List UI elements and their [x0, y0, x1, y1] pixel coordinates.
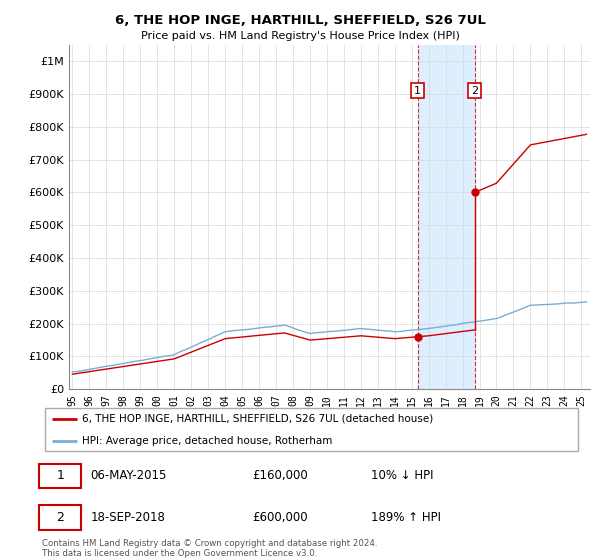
Text: Contains HM Land Registry data © Crown copyright and database right 2024.
This d: Contains HM Land Registry data © Crown c…: [42, 539, 377, 558]
Text: £160,000: £160,000: [253, 469, 308, 482]
FancyBboxPatch shape: [45, 408, 578, 451]
FancyBboxPatch shape: [40, 464, 82, 488]
Text: 1: 1: [56, 469, 64, 482]
Text: £600,000: £600,000: [253, 511, 308, 524]
Text: 6, THE HOP INGE, HARTHILL, SHEFFIELD, S26 7UL (detached house): 6, THE HOP INGE, HARTHILL, SHEFFIELD, S2…: [83, 414, 434, 424]
Text: Price paid vs. HM Land Registry's House Price Index (HPI): Price paid vs. HM Land Registry's House …: [140, 31, 460, 41]
Text: 2: 2: [471, 86, 478, 96]
Text: 189% ↑ HPI: 189% ↑ HPI: [371, 511, 442, 524]
Text: 10% ↓ HPI: 10% ↓ HPI: [371, 469, 434, 482]
Text: 1: 1: [414, 86, 421, 96]
Bar: [418, 45, 475, 389]
Text: 18-SEP-2018: 18-SEP-2018: [91, 511, 166, 524]
FancyBboxPatch shape: [40, 505, 82, 530]
Text: 2: 2: [56, 511, 64, 524]
Text: 06-MAY-2015: 06-MAY-2015: [91, 469, 167, 482]
Text: 6, THE HOP INGE, HARTHILL, SHEFFIELD, S26 7UL: 6, THE HOP INGE, HARTHILL, SHEFFIELD, S2…: [115, 14, 485, 27]
Text: HPI: Average price, detached house, Rotherham: HPI: Average price, detached house, Roth…: [83, 436, 333, 446]
